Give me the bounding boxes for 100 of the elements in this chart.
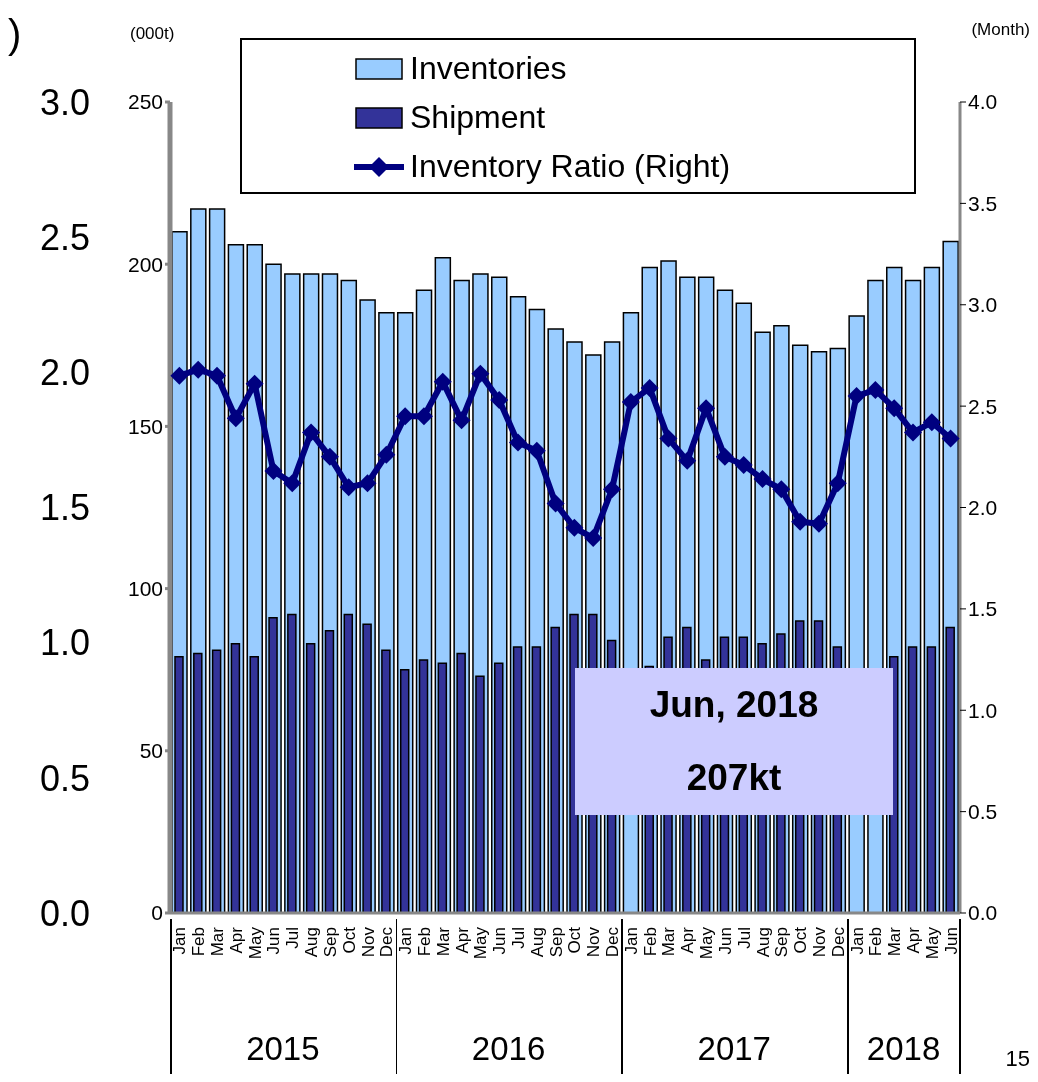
x-tick-label: Apr (678, 926, 698, 954)
text: 2018 (865, 1030, 942, 1068)
text: 2015 (245, 1030, 321, 1068)
x-tick-label: Mar (659, 926, 679, 957)
x-tick-label: Jan (847, 927, 867, 955)
y-tick-label: 0 (151, 901, 163, 925)
point (546, 494, 565, 513)
y2-tick-label: 2.5 (968, 394, 998, 418)
y3-tick-label: 2.0 (39, 352, 90, 394)
point (772, 480, 791, 499)
x-tick-label: Oct (565, 926, 585, 954)
y3-tick-label: 3.0 (39, 81, 90, 123)
point (226, 409, 245, 428)
point (527, 441, 546, 460)
x-tick-label: May (471, 926, 491, 960)
x-tick-label: Mar (208, 926, 228, 957)
point (753, 470, 772, 489)
point (264, 462, 283, 481)
x-tick-label: Jun (264, 927, 284, 955)
legend-label: Shipment (410, 99, 546, 136)
x-tick-label: Apr (226, 926, 246, 954)
text: 2017 (696, 1030, 772, 1068)
y3-tick-label: 0.5 (39, 757, 90, 799)
y2-tick-label: 1.5 (968, 597, 998, 621)
point (715, 447, 734, 466)
y3-tick-label: 0.0 (39, 892, 90, 934)
x-tick-label: Jun (490, 927, 510, 955)
x-tick-label: Nov (584, 926, 604, 958)
text: 15 (1005, 1046, 1030, 1072)
point (170, 366, 189, 385)
x-tick-label: Sep (320, 927, 340, 958)
x-tick-label: Nov (358, 926, 378, 958)
x-tick-label: Apr (452, 926, 472, 954)
y2-axis-title: (Month) (971, 20, 1030, 40)
point (847, 386, 866, 405)
point (508, 433, 527, 452)
y2-tick-label: 4.0 (968, 90, 998, 114)
y-tick-label: 150 (127, 414, 163, 438)
point (603, 480, 622, 499)
point (941, 429, 960, 448)
point (828, 474, 847, 493)
point (621, 393, 640, 412)
y3-tick-label: 2.5 (39, 216, 90, 258)
point (885, 399, 904, 418)
x-tick-label: Jun (941, 927, 961, 955)
legend-label: Inventory Ratio (Right) (410, 148, 731, 185)
x-tick-label: Jan (170, 927, 190, 955)
y-tick-label: 50 (139, 739, 163, 763)
x-tick-label: Jul (734, 927, 754, 949)
point (640, 378, 659, 397)
x-tick-label: May (922, 926, 942, 960)
y2-tick-label: 3.5 (968, 191, 998, 215)
point (922, 413, 941, 432)
x-tick-label: Nov (809, 926, 829, 958)
x-tick-label: Aug (302, 927, 322, 958)
x-tick-label: Jun (715, 927, 735, 955)
annotation: 207kt (686, 757, 782, 800)
y2-tick-label: 1.0 (968, 698, 998, 722)
point (866, 380, 885, 399)
text: 2016 (470, 1030, 547, 1068)
y-tick-label: 200 (127, 252, 163, 276)
point (302, 423, 321, 442)
point (320, 447, 339, 466)
point (678, 451, 697, 470)
text: ) (8, 12, 22, 57)
point (433, 372, 452, 391)
callout-box: Jun, 2018 207kt (575, 668, 893, 815)
point (490, 391, 509, 410)
y2-tick-label: 2.0 (968, 495, 998, 519)
x-tick-label: Dec (377, 926, 397, 958)
x-tick-label: Jan (396, 927, 416, 955)
y-axis-title: (000t) (130, 24, 175, 44)
x-tick-label: May (245, 926, 265, 960)
y2-tick-label: 3.0 (968, 293, 998, 317)
point (189, 360, 208, 379)
point (208, 366, 227, 385)
x-tick-label: Sep (546, 927, 566, 958)
point (584, 528, 603, 547)
y2-tick-label: 0.5 (968, 800, 998, 824)
annotation: Jun, 2018 (649, 683, 819, 726)
x-tick-label: Jul (508, 927, 528, 949)
x-tick-label: May (697, 926, 717, 960)
point (565, 518, 584, 537)
x-tick-label: Jan (621, 927, 641, 955)
x-tick-label: Jul (283, 927, 303, 949)
x-tick-label: Dec (603, 926, 623, 958)
legend-label: Inventories (410, 50, 567, 87)
x-tick-label: Feb (866, 927, 886, 957)
point (659, 429, 678, 448)
point (471, 364, 490, 383)
x-tick-label: Aug (527, 927, 547, 958)
x-tick-label: Mar (433, 926, 453, 957)
point (339, 478, 358, 497)
x-tick-label: Aug (753, 927, 773, 958)
y-tick-label: 100 (127, 577, 163, 601)
x-tick-label: Sep (772, 927, 792, 958)
x-tick-label: Dec (828, 926, 848, 958)
x-tick-label: Apr (903, 926, 923, 954)
y-tick-label: 250 (127, 90, 163, 114)
x-tick-label: Mar (885, 926, 905, 957)
